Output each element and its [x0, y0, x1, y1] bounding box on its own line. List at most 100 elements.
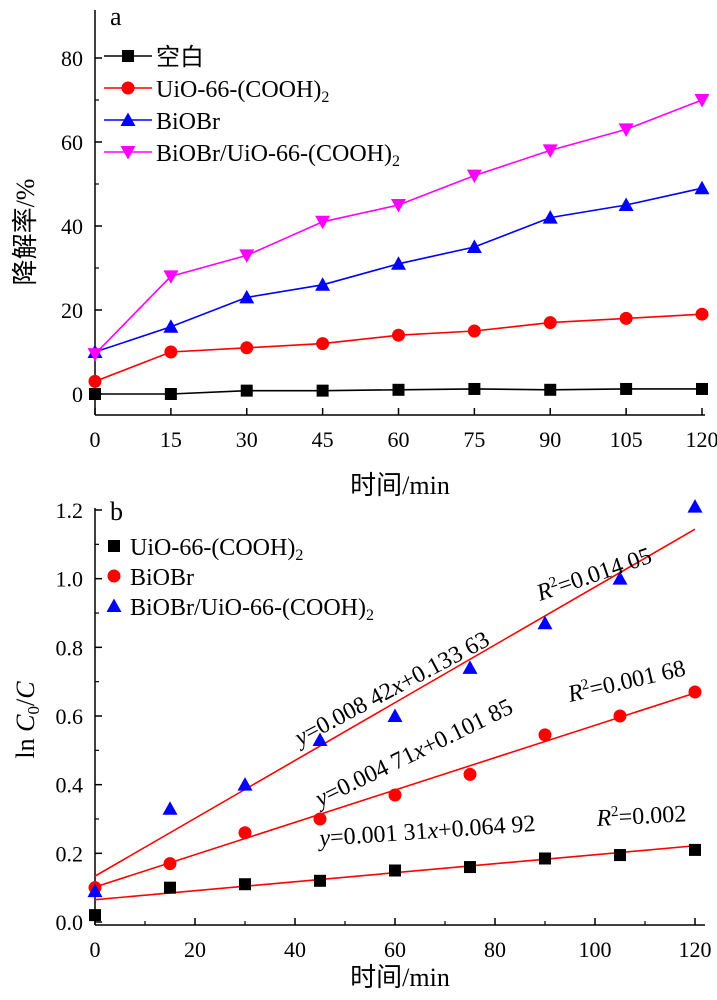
panel-a-legend-marker: [120, 146, 136, 160]
panel-a-x-tick-label: 75: [463, 427, 485, 452]
panel-a-point: [392, 383, 405, 396]
legend-subscript: 2: [392, 153, 400, 170]
panel-b-point: [689, 843, 701, 856]
panel-b-point: [89, 909, 101, 922]
panel-a-x-tick-label: 15: [160, 427, 182, 452]
panel-b-y-tick-label: 1.0: [56, 567, 84, 592]
panel-b-legend-item: BiOBr/UiO-66-(COOH)2: [106, 595, 374, 624]
panel-b-y-axis-title: ln C0/C: [11, 681, 43, 759]
panel-b-point: [688, 685, 702, 699]
panel-b-point: [388, 788, 402, 802]
legend-subscript: 2: [366, 607, 374, 624]
panel-b-label: b: [110, 497, 123, 526]
panel-b-point: [537, 615, 553, 630]
panel-b-point: [613, 709, 627, 723]
panel-a-legend-label: BiOBr: [156, 109, 220, 135]
panel-a-legend-marker: [120, 112, 136, 126]
panel-b-y-tick-label: 1.2: [56, 498, 84, 523]
panel-a-legend-label: 空白: [156, 44, 204, 71]
panel-b-point: [464, 861, 476, 874]
panel-b-legend-marker: [107, 569, 121, 583]
panel-a-series-line: [94, 187, 703, 353]
panel-b-point: [313, 812, 327, 826]
panel-a-point: [696, 382, 708, 395]
panel-a-point: [391, 199, 406, 213]
legend-name: BiOBr/UiO-66-(COOH): [130, 595, 366, 621]
panel-b-point: [162, 801, 178, 815]
legend-subscript: 2: [321, 89, 329, 106]
legend-name: UiO-66-(COOH): [130, 535, 295, 561]
panel-a-point: [542, 144, 558, 158]
panel-a-point: [695, 307, 709, 321]
panel-b-point: [163, 857, 177, 871]
panel-a-legend: 空白UiO-66-(COOH)2BiOBrBiOBr/UiO-66-(COOH)…: [104, 44, 400, 170]
panel-a-point: [87, 348, 103, 362]
panel-b-fit-r2-1: R2=0.002: [595, 800, 687, 832]
panel-b-legend-marker: [106, 598, 122, 612]
panel-a-point: [239, 249, 255, 263]
panel-b-point: [312, 732, 328, 747]
panel-b-legend-item: UiO-66-(COOH)2: [108, 535, 303, 564]
panel-b-legend-label: UiO-66-(COOH)2: [130, 535, 303, 564]
panel-a-legend-marker: [122, 50, 134, 62]
panel-b-legend-marker: [108, 540, 120, 552]
panel-a-x-tick-label: 45: [312, 427, 334, 452]
panel-a-y-tick-label: 0: [72, 382, 83, 407]
panel-a-series-line: [94, 99, 703, 355]
panel-a-y-tick-label: 80: [61, 46, 83, 71]
panel-b-point: [687, 499, 703, 513]
panel-a-point: [618, 197, 634, 211]
panel-b-x-tick-label: 60: [384, 937, 406, 962]
panel-b-point: [164, 881, 176, 894]
panel-a-x-tick-label: 105: [610, 427, 643, 452]
panel-b-fit-equation-1: y=0.001 31x+0.064 92: [317, 811, 537, 852]
panel-b-series-uio-66-cooh-2: [89, 843, 701, 922]
panel-a-point: [88, 374, 102, 388]
panel-a-point: [542, 210, 558, 224]
panel-a-y-tick-label: 40: [61, 214, 83, 239]
legend-name: UiO-66-(COOH): [156, 77, 321, 103]
panel-a-point: [468, 382, 481, 395]
panel-a-point: [694, 180, 710, 195]
panel-b-point: [389, 864, 401, 877]
panel-a-legend-item: BiOBr: [104, 109, 220, 135]
panel-b-x-tick-label: 20: [184, 937, 206, 962]
panel-b-y-tick-label: 0.2: [56, 841, 84, 866]
panel-a-point: [316, 337, 330, 351]
panel-a-legend-label: UiO-66-(COOH)2: [156, 77, 329, 106]
panel-b-y-tick-label: 0.0: [56, 910, 84, 935]
panel-a-point: [164, 345, 178, 359]
panel-b-point: [463, 767, 477, 781]
panel-b-legend-item: BiOBr: [107, 565, 194, 591]
panel-a-point: [466, 239, 482, 253]
panel-a-x-tick-label: 30: [236, 427, 258, 452]
panel-b-legend-label: BiOBr/UiO-66-(COOH)2: [130, 595, 374, 624]
panel-a-legend-label: BiOBr/UiO-66-(COOH)2: [156, 141, 400, 170]
panel-a-label: a: [110, 2, 122, 31]
panel-a-point: [163, 319, 179, 333]
legend-name: BiOBr/UiO-66-(COOH): [156, 141, 392, 167]
panel-a-point: [316, 384, 329, 397]
panel-a-y-tick-label: 20: [61, 298, 83, 323]
panel-a-point: [164, 388, 177, 400]
panel-a-x-tick-label: 60: [388, 427, 410, 452]
panel-a-point: [240, 384, 253, 397]
panel-b-point: [539, 852, 551, 865]
panel-a-point: [392, 328, 405, 342]
panel-b-x-tick-label: 100: [579, 937, 612, 962]
panel-b-x-axis-title: 时间/min: [350, 963, 450, 992]
panel-b-y-tick-label: 0.8: [56, 635, 84, 660]
panel-a-x-axis-title: 时间/min: [350, 471, 450, 500]
panel-a-legend-item: BiOBr/UiO-66-(COOH)2: [104, 141, 400, 170]
panel-a-series-uio-66-cooh-2: [88, 307, 709, 388]
panel-a-y-tick-label: 60: [61, 130, 83, 155]
panel-a-point: [618, 123, 634, 137]
panel-a-point: [163, 270, 179, 284]
panel-b-legend-label: BiOBr: [130, 565, 194, 591]
panel-a-point: [694, 94, 710, 108]
panel-b-point: [462, 660, 478, 674]
panel-b-point: [538, 728, 552, 742]
panel-a-point: [543, 316, 557, 330]
